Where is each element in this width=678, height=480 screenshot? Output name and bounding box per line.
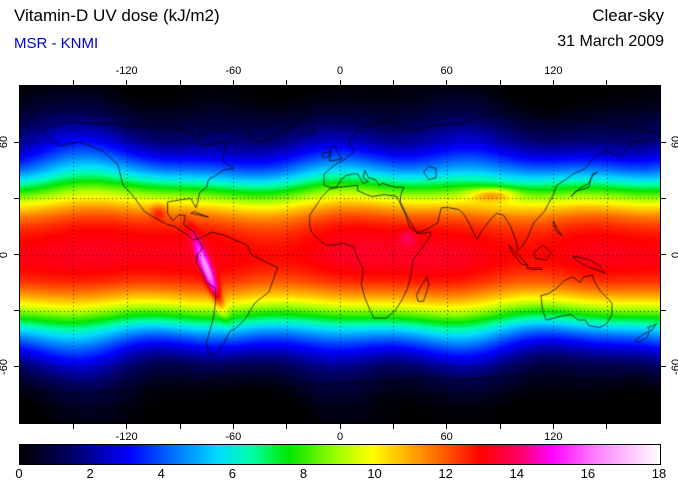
lat-tick-left: [14, 366, 19, 368]
lon-tick-top: [232, 80, 234, 85]
lat-tick-left: [14, 310, 19, 312]
lon-tick-bottom: [232, 424, 234, 429]
lon-tick-label-top: -120: [115, 65, 138, 77]
sky-condition-label: Clear-sky: [592, 6, 664, 25]
lon-tick-label-top: -60: [225, 65, 242, 77]
lon-tick-bottom: [552, 424, 554, 429]
lat-tick-label-right: 0: [670, 251, 678, 257]
colorbar-tick-label: 14: [509, 466, 524, 480]
lon-tick-label-bottom: 60: [440, 431, 453, 443]
lon-tick-top: [179, 80, 181, 85]
lon-tick-bottom: [179, 424, 181, 429]
colorbar-tick-label: 8: [299, 466, 308, 480]
lon-tick-top: [339, 80, 341, 85]
lat-tick-label-left: 60: [0, 136, 10, 149]
lon-tick-label-bottom: -120: [115, 431, 138, 443]
lat-tick-label-right: 60: [670, 136, 678, 149]
figure-date: 31 March 2009: [557, 33, 664, 50]
lat-tick-right: [661, 254, 666, 255]
colorbar-tick-label: 16: [580, 466, 596, 480]
colorbar-gradient-canvas: [20, 445, 660, 464]
colorbar-tick-label: 10: [367, 466, 382, 480]
lon-tick-top: [286, 80, 288, 85]
lon-tick-bottom: [392, 424, 394, 429]
figure-title: Vitamin-D UV dose (kJ/m2): [14, 6, 220, 25]
world-map-plot: -120 -120 -60 -60 0 0 60 60 120 120 60 60 0 0 -60 -60: [0, 65, 678, 443]
colorbar-tick-label: 18: [651, 466, 667, 480]
lon-tick-label-top: 120: [544, 65, 563, 77]
lat-tick-left: [14, 197, 19, 199]
colorbar-tick-label: 4: [157, 466, 165, 480]
lon-tick-label-top: 0: [336, 65, 344, 77]
colorbar: [19, 444, 661, 465]
lon-tick-bottom: [499, 424, 501, 429]
lon-tick-bottom: [606, 424, 608, 429]
lon-tick-bottom: [286, 424, 288, 429]
lat-tick-left: [14, 141, 19, 143]
colorbar-labels: 0 2 4 6 8 10 12 14 16 18: [15, 466, 667, 480]
lon-tick-bottom: [72, 424, 74, 429]
colorbar-tick-label: 2: [86, 466, 94, 480]
lon-tick-top: [392, 80, 394, 85]
lon-tick-top: [72, 80, 74, 85]
lon-tick-top: [499, 80, 501, 85]
lat-tick-label-left: 0: [0, 251, 10, 257]
lat-tick-left: [14, 254, 19, 255]
lon-tick-bottom: [126, 424, 128, 429]
lat-tick-right: [661, 366, 666, 368]
lon-tick-label-bottom: 120: [544, 431, 563, 443]
lat-tick-label-right: -60: [670, 358, 678, 375]
lon-tick-label-top: 60: [440, 65, 453, 77]
figure-source: MSR - KNMI: [14, 35, 99, 52]
lon-tick-label-bottom: -60: [225, 431, 242, 443]
lon-tick-label-bottom: 0: [336, 431, 344, 443]
lon-tick-bottom: [339, 424, 341, 429]
lat-tick-right: [661, 197, 666, 199]
colorbar-tick-label: 0: [15, 466, 23, 480]
uv-dose-heatmap-canvas: [20, 86, 660, 423]
lat-tick-label-left: -60: [0, 358, 10, 375]
colorbar-tick-label: 6: [228, 466, 236, 480]
lon-tick-top: [446, 80, 448, 85]
lat-tick-right: [661, 310, 666, 312]
header-right: Clear-sky 31 March 2009: [557, 6, 664, 51]
lon-tick-bottom: [446, 424, 448, 429]
header-left: Vitamin-D UV dose (kJ/m2) MSR - KNMI: [14, 6, 220, 52]
lon-tick-top: [126, 80, 128, 85]
lon-tick-top: [606, 80, 608, 85]
lon-tick-top: [552, 80, 554, 85]
lat-tick-right: [661, 141, 666, 143]
colorbar-tick-label: 12: [438, 466, 453, 480]
